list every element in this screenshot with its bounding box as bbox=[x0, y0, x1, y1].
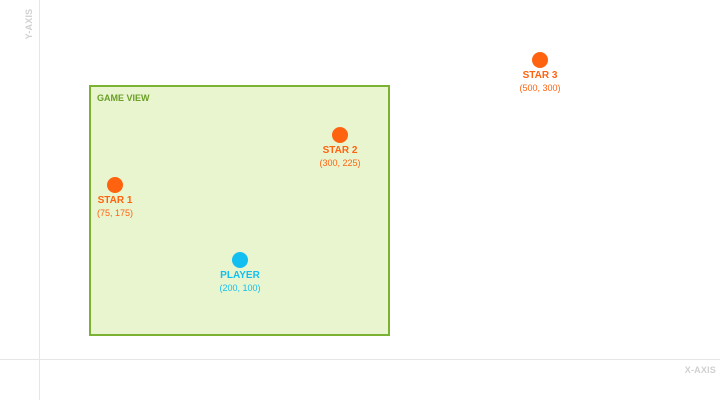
x-axis-label: X-AXIS bbox=[684, 365, 716, 375]
y-axis-label: Y-AXIS bbox=[24, 8, 34, 40]
star-2-dot bbox=[332, 127, 348, 143]
star-2-label: STAR 2 bbox=[322, 145, 358, 156]
player-label: PLAYER bbox=[220, 270, 260, 281]
star-3-coordinates: (500, 300) bbox=[519, 83, 561, 93]
game-view-rectangle: GAME VIEW bbox=[89, 85, 390, 336]
star-1-dot bbox=[107, 177, 123, 193]
y-axis-line bbox=[39, 0, 40, 400]
star-3-label: STAR 3 bbox=[522, 70, 558, 81]
player-dot bbox=[232, 252, 248, 268]
player-coordinates: (200, 100) bbox=[219, 283, 261, 293]
star-1-coordinates: (75, 175) bbox=[96, 208, 134, 218]
game-view-label: GAME VIEW bbox=[97, 93, 150, 103]
star-3-dot bbox=[532, 52, 548, 68]
star-1-label: STAR 1 bbox=[97, 195, 133, 206]
x-axis-line bbox=[0, 359, 720, 360]
star-2-coordinates: (300, 225) bbox=[319, 158, 361, 168]
